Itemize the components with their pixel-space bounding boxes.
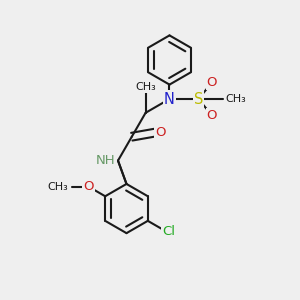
Text: O: O — [207, 109, 217, 122]
Text: N: N — [164, 92, 175, 106]
Text: S: S — [194, 92, 203, 106]
Text: O: O — [83, 180, 94, 193]
Text: CH₃: CH₃ — [135, 82, 156, 92]
Text: O: O — [155, 126, 166, 139]
Text: CH₃: CH₃ — [226, 94, 247, 104]
Text: NH: NH — [95, 154, 115, 167]
Text: O: O — [207, 76, 217, 89]
Text: Cl: Cl — [162, 225, 175, 239]
Text: CH₃: CH₃ — [47, 182, 68, 192]
